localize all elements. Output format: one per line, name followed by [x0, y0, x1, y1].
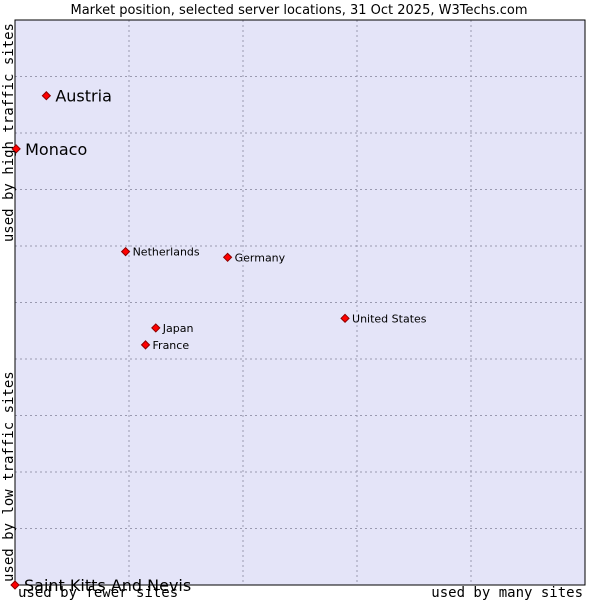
data-label: Monaco: [25, 140, 87, 159]
data-point-monaco: Monaco: [11, 140, 87, 159]
data-marker: [151, 323, 161, 333]
data-label: United States: [352, 312, 427, 325]
data-point-france: France: [140, 339, 190, 352]
data-points: Austria Monaco Netherlands Germany United St…: [10, 87, 427, 595]
data-marker: [222, 252, 233, 263]
data-label: France: [153, 339, 190, 352]
x-axis-label-left: used by fewer sites: [18, 585, 178, 600]
x-axis-label-right: used by many sites: [431, 585, 583, 600]
data-point-germany: Germany: [222, 251, 286, 264]
data-point-saint-kitts-and-nevis: Saint Kitts And Nevis: [10, 576, 191, 595]
y-axis-label-bottom: used by low traffic sites: [1, 371, 17, 582]
data-marker: [41, 91, 52, 101]
data-marker: [120, 246, 131, 257]
data-point-japan: Japan: [151, 322, 194, 335]
data-point-netherlands: Netherlands: [120, 246, 200, 259]
data-marker: [11, 144, 21, 154]
data-label: Netherlands: [133, 246, 200, 259]
data-label: Germany: [235, 251, 286, 264]
chart-title: Market position, selected server locatio…: [70, 3, 527, 18]
plot-border: [14, 19, 586, 586]
data-label: Japan: [162, 322, 194, 335]
data-label: Austria: [55, 87, 112, 106]
data-point-united-states: United States: [340, 312, 427, 325]
data-label: Saint Kitts And Nevis: [24, 576, 191, 595]
data-point-austria: Austria: [41, 87, 112, 106]
data-marker: [140, 340, 151, 350]
grid-lines: [15, 20, 585, 585]
data-marker: [340, 313, 350, 324]
data-marker: [10, 580, 20, 590]
y-axis-label-top: used by high traffic sites: [1, 23, 17, 242]
